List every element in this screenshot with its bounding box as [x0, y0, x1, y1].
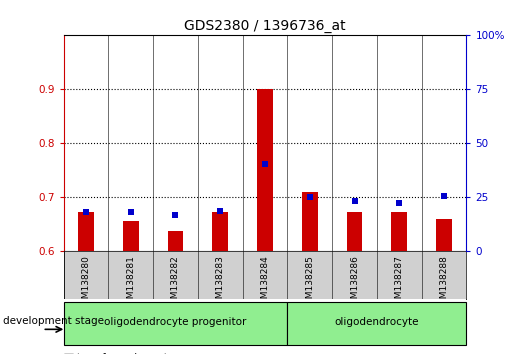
Text: GSM138281: GSM138281	[126, 255, 135, 310]
Bar	[213, 212, 228, 251]
Point	[171, 212, 180, 218]
Bar	[302, 192, 317, 251]
Text: GSM138288: GSM138288	[439, 255, 448, 310]
Point	[216, 208, 225, 213]
Text: transformed count: transformed count	[77, 353, 168, 354]
Text: GSM138286: GSM138286	[350, 255, 359, 310]
Bar	[392, 212, 407, 251]
FancyBboxPatch shape	[287, 302, 466, 344]
Bar	[436, 219, 452, 251]
Point	[261, 161, 269, 166]
Point	[127, 210, 135, 215]
Point	[395, 200, 403, 205]
Point	[82, 210, 90, 215]
Text: GSM138285: GSM138285	[305, 255, 314, 310]
Text: GSM138284: GSM138284	[261, 255, 269, 310]
Text: oligodendrocyte: oligodendrocyte	[334, 317, 419, 327]
FancyBboxPatch shape	[64, 302, 287, 344]
Bar	[123, 221, 138, 251]
Point	[350, 199, 359, 204]
Text: GSM138283: GSM138283	[216, 255, 225, 310]
Point	[440, 193, 448, 199]
Title: GDS2380 / 1396736_at: GDS2380 / 1396736_at	[184, 19, 346, 33]
Text: GSM138282: GSM138282	[171, 255, 180, 310]
Bar	[347, 212, 363, 251]
Text: GSM138280: GSM138280	[82, 255, 91, 310]
Bar	[167, 230, 183, 251]
Text: GSM138287: GSM138287	[395, 255, 404, 310]
Text: oligodendrocyte progenitor: oligodendrocyte progenitor	[104, 317, 246, 327]
Point	[305, 194, 314, 200]
Text: development stage: development stage	[3, 316, 104, 326]
Bar	[257, 89, 273, 251]
Bar	[78, 212, 94, 251]
